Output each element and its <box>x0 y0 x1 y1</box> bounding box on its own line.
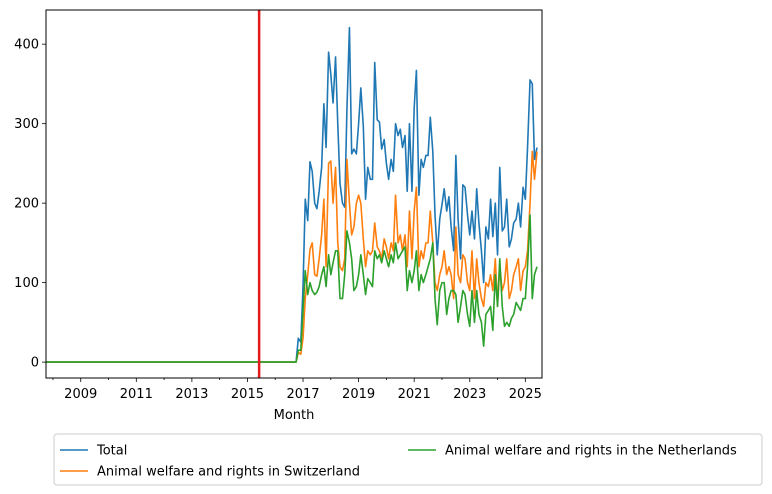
x-tick-label: 2019 <box>342 387 375 402</box>
legend-label-1: Total <box>96 444 127 459</box>
plot-frame <box>45 9 543 379</box>
x-tick-label: 2013 <box>175 387 208 402</box>
x-tick-label: 2023 <box>453 387 486 402</box>
legend-label-2: Animal welfare and rights in Switzerland <box>97 465 360 480</box>
legend-label-3: Animal welfare and rights in the Netherl… <box>445 444 737 459</box>
y-tick-label: 400 <box>14 38 39 53</box>
x-tick-label: 2015 <box>231 387 264 402</box>
y-tick-label: 300 <box>14 117 39 132</box>
x-tick-label: 2009 <box>64 387 97 402</box>
x-tick-label: 2011 <box>120 387 153 402</box>
series-line-2 <box>46 150 538 363</box>
x-tick-label: 2021 <box>398 387 431 402</box>
y-tick-label: 200 <box>14 197 39 212</box>
y-tick-label: 100 <box>14 276 39 291</box>
x-tick-label: 2017 <box>286 387 319 402</box>
series-line-1 <box>46 26 538 363</box>
x-axis-label: Month <box>274 408 315 423</box>
x-tick-label: 2025 <box>509 387 542 402</box>
legend-frame <box>53 433 763 486</box>
legend: Total Animal welfare and rights in Switze… <box>53 433 763 486</box>
y-tick-label: 0 <box>31 356 39 371</box>
series-line-3 <box>46 214 538 363</box>
